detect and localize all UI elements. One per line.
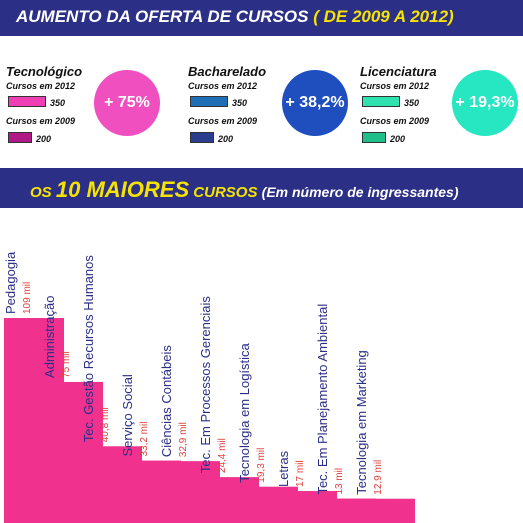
group-title: Bacharelado bbox=[188, 64, 267, 79]
group-title: Licenciatura bbox=[360, 64, 437, 79]
growth-percent-circle: + 75% bbox=[94, 70, 160, 136]
value-2009: 200 bbox=[218, 134, 234, 144]
bar-2012 bbox=[8, 96, 46, 107]
category-label-5: Ciências Contábeis bbox=[159, 345, 174, 458]
page-title: AUMENTO DA OFERTA DE CURSOS ( DE 2009 A … bbox=[16, 7, 454, 27]
bar-2012 bbox=[190, 96, 228, 107]
value-2012: 350 bbox=[232, 98, 248, 108]
value-label-7: 19,3 mil bbox=[256, 448, 267, 483]
value-label-3: 40,8 mil bbox=[100, 407, 111, 442]
value-2009: 200 bbox=[390, 134, 406, 144]
bar-2009 bbox=[362, 132, 386, 143]
section-title-paren: (Em número de ingressantes) bbox=[261, 184, 459, 200]
header-banner: AUMENTO DA OFERTA DE CURSOS ( DE 2009 A … bbox=[0, 0, 523, 36]
label-2009: Cursos em 2009 bbox=[188, 116, 258, 126]
value-label-5: 32,9 mil bbox=[178, 422, 189, 457]
title-main: AUMENTO DA OFERTA DE CURSOS bbox=[16, 7, 309, 26]
value-label-8: 17 mil bbox=[295, 460, 306, 487]
bar-2009 bbox=[8, 132, 32, 143]
section-title-big: 10 MAIORES bbox=[55, 177, 190, 202]
value-label-1: 109 mil bbox=[22, 282, 33, 314]
section-title-pre: OS bbox=[30, 184, 52, 201]
value-label-10: 12,9 mil bbox=[373, 460, 384, 495]
label-2009: Cursos em 2009 bbox=[6, 116, 76, 126]
title-paren: ( DE 2009 A 2012) bbox=[313, 7, 454, 26]
label-2012: Cursos em 2012 bbox=[360, 81, 430, 91]
category-label-7: Tecnologia em Logística bbox=[237, 342, 252, 482]
bar-2009 bbox=[190, 132, 214, 143]
growth-percent-circle: + 19,3% bbox=[452, 70, 518, 136]
category-label-10: Tecnologia em Marketing bbox=[354, 350, 369, 495]
top-courses-chart: Pedagogia 109 mil Administração 75 mil Tec. … bbox=[3, 251, 415, 523]
value-2012: 350 bbox=[404, 98, 420, 108]
group-3: Licenciatura Cursos em 2012 350 Cursos em 2… bbox=[360, 64, 437, 144]
group-2: Bacharelado Cursos em 2012 350 Cursos em 20… bbox=[188, 64, 267, 144]
bar-2012 bbox=[362, 96, 400, 107]
category-label-8: Letras bbox=[276, 450, 291, 487]
section-title-post: CURSOS bbox=[193, 184, 258, 201]
category-label-4: Serviço Social bbox=[120, 374, 135, 456]
section-banner: OS 10 MAIORES CURSOS (Em número de ingre… bbox=[0, 168, 523, 208]
value-label-2: 75 mil bbox=[61, 351, 72, 378]
label-2009: Cursos em 2009 bbox=[360, 116, 430, 126]
growth-percent-circle: + 38,2% bbox=[282, 70, 348, 136]
label-2012: Cursos em 2012 bbox=[6, 81, 76, 91]
category-label-3: Tec. Gestão Recursos Humanos bbox=[81, 255, 96, 443]
value-label-4: 33,2 mil bbox=[139, 422, 150, 457]
category-label-9: Tec. Em Planejamento Ambiental bbox=[315, 304, 330, 495]
category-label-1: Pedagogia bbox=[3, 251, 18, 314]
label-2012: Cursos em 2012 bbox=[188, 81, 258, 91]
value-2009: 200 bbox=[36, 134, 52, 144]
value-label-9: 13 mil bbox=[334, 468, 345, 495]
category-label-2: Administração bbox=[42, 296, 57, 378]
section-title: OS 10 MAIORES CURSOS (Em número de ingre… bbox=[30, 177, 458, 203]
bar-10 bbox=[355, 498, 415, 523]
category-label-6: Tec. Em Processos Gerenciais bbox=[198, 296, 213, 474]
group-1: Tecnológico Cursos em 2012 350 Cursos em 20… bbox=[6, 64, 83, 144]
value-2012: 350 bbox=[50, 98, 66, 108]
value-label-6: 24,4 mil bbox=[217, 438, 228, 473]
group-title: Tecnológico bbox=[6, 64, 83, 79]
